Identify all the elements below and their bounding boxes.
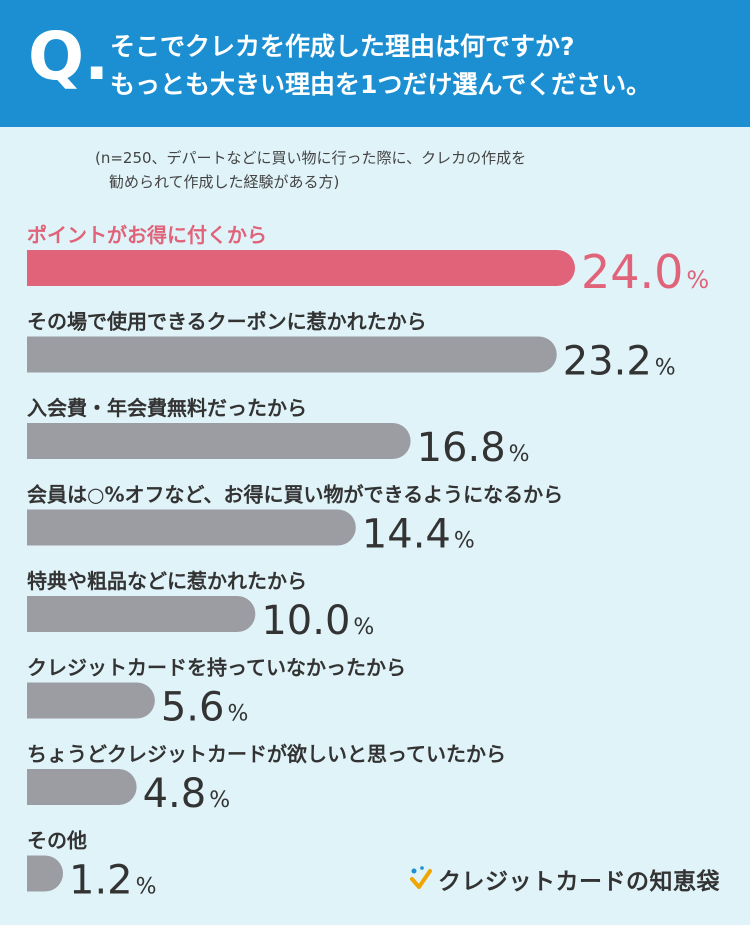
bar: [27, 769, 137, 805]
value-label: 24.0%: [581, 245, 709, 299]
category-label: 会員は○%オフなど、お得に買い物ができるようになるから: [27, 483, 563, 507]
category-label: その場で使用できるクーポンに惹かれたから: [27, 310, 427, 334]
question-title-line1: そこでクレカを作成した理由は何ですか?: [110, 32, 575, 61]
brand-logo: クレジットカードの知恵袋: [408, 862, 720, 896]
category-label: クレジットカードを持っていなかったから: [27, 656, 406, 680]
category-label: ちょうどクレジットカードが欲しいと思っていたから: [27, 742, 506, 766]
sample-note: (n=250、デパートなどに買い物に行った際に、クレカの作成を 勧められて作成し…: [95, 146, 526, 194]
sample-note-line2: 勧められて作成した経験がある方): [109, 173, 340, 191]
value-label: 4.8%: [143, 771, 231, 817]
bar: [27, 509, 356, 546]
value-label: 23.2%: [563, 339, 676, 385]
category-label: その他: [27, 829, 87, 853]
bar: [27, 250, 575, 286]
bar: [27, 336, 557, 373]
brand-logo-text: クレジットカードの知恵袋: [438, 869, 720, 895]
bar: [27, 682, 155, 719]
category-label: ポイントがお得に付くから: [27, 223, 267, 247]
value-label: 5.6%: [161, 685, 249, 731]
value-label: 1.2%: [69, 858, 157, 904]
value-label: 10.0%: [261, 598, 374, 644]
category-label: 入会費・年会費無料だったから: [27, 396, 307, 420]
sparkle-check-icon: [410, 866, 432, 889]
category-label: 特典や粗品などに惹かれたから: [27, 569, 307, 593]
question-title: そこでクレカを作成した理由は何ですか? もっとも大きい理由を1つだけ選んでくださ…: [110, 28, 651, 104]
bar: [27, 855, 63, 892]
sample-note-line1: (n=250、デパートなどに買い物に行った際に、クレカの作成を: [95, 149, 527, 167]
value-label: 14.4%: [362, 512, 475, 558]
bar: [27, 423, 411, 459]
question-mark: Q.: [28, 18, 110, 95]
value-label: 16.8%: [417, 425, 530, 471]
bar: [27, 596, 256, 632]
question-header: Q. そこでクレカを作成した理由は何ですか? もっとも大きい理由を1つだけ選んで…: [0, 0, 750, 127]
question-title-line2: もっとも大きい理由を1つだけ選んでください。: [110, 70, 652, 99]
